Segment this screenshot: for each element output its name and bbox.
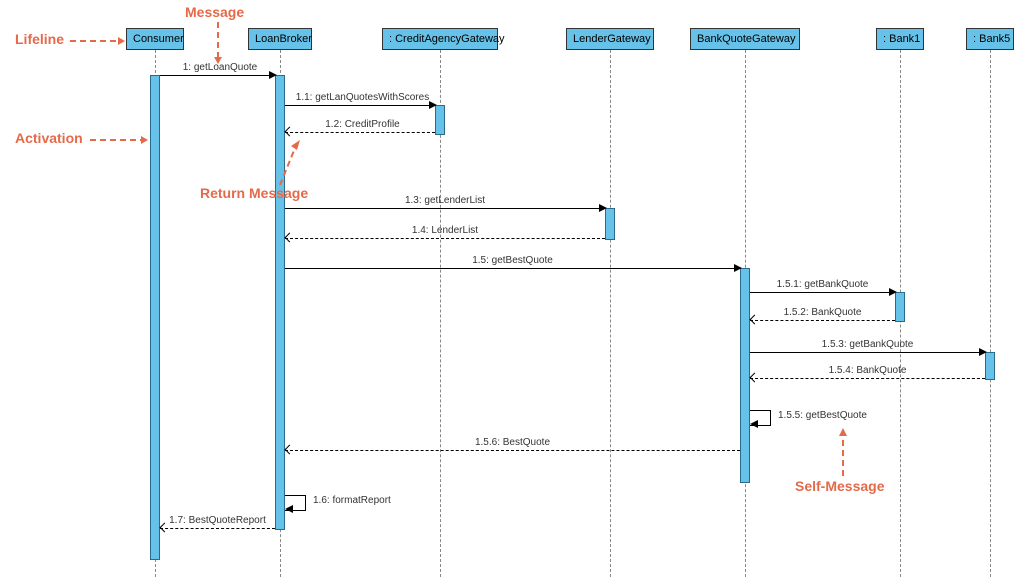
msg-line-return [750, 320, 895, 321]
annotation-arrow-icon [90, 135, 148, 145]
annotation-arrow-icon [213, 22, 223, 64]
annotation-arrow-icon [70, 36, 125, 46]
msg-label: 1.1: getLanQuotesWithScores [290, 92, 435, 103]
annotation-message: Message [185, 4, 244, 20]
activation-bankquotegateway [740, 268, 750, 483]
msg-label: 1.5.4: BankQuote [750, 365, 985, 376]
msg-line [160, 75, 275, 76]
annotation-lifeline: Lifeline [15, 31, 64, 47]
annotation-arrow-icon [838, 428, 848, 476]
msg-label: 1.5.6: BestQuote [285, 437, 740, 448]
msg-label: 1.5: getBestQuote [285, 255, 740, 266]
lifeline-bank1: : Bank1 [876, 28, 924, 50]
annotation-return-message: Return Message [200, 185, 308, 201]
msg-line [285, 105, 435, 106]
lifeline-loanbroker: LoanBroker [248, 28, 312, 50]
lifeline-bankquotegateway: BankQuoteGateway [690, 28, 800, 50]
msg-line [285, 208, 605, 209]
activation-creditagency [435, 105, 445, 135]
msg-label: 1.5.3: getBankQuote [750, 339, 985, 350]
arrow-icon [750, 420, 758, 428]
msg-line-return [285, 132, 435, 133]
msg-label: 1.5.1: getBankQuote [750, 279, 895, 290]
msg-label: 1.4: LenderList [285, 225, 605, 236]
msg-label: 1.6: formatReport [313, 495, 391, 506]
msg-line-return [750, 378, 985, 379]
activation-bank5 [985, 352, 995, 380]
annotation-arrow-icon [275, 140, 300, 185]
lifeline-dash [610, 50, 611, 577]
msg-line-return [160, 528, 275, 529]
arrow-icon [285, 505, 293, 513]
msg-label: 1.3: getLenderList [285, 195, 605, 206]
msg-line [750, 292, 895, 293]
lifeline-consumer: Consumer [126, 28, 184, 50]
msg-label: 1.5.5: getBestQuote [778, 410, 867, 421]
lifeline-lendergateway: LenderGateway [566, 28, 654, 50]
annotation-self-message: Self-Message [795, 478, 884, 494]
activation-consumer [150, 75, 160, 560]
msg-label: 1.7: BestQuoteReport [160, 515, 275, 526]
activation-lendergateway [605, 208, 615, 240]
msg-line [285, 268, 740, 269]
lifeline-creditagency: : CreditAgencyGateway [382, 28, 498, 50]
msg-label: 1.2: CreditProfile [290, 119, 435, 130]
msg-line [750, 352, 985, 353]
lifeline-bank5: : Bank5 [966, 28, 1014, 50]
msg-line-return [285, 450, 740, 451]
activation-bank1 [895, 292, 905, 322]
msg-label: 1.5.2: BankQuote [750, 307, 895, 318]
lifeline-dash [990, 50, 991, 577]
annotation-activation: Activation [15, 130, 83, 146]
msg-line-return [285, 238, 605, 239]
